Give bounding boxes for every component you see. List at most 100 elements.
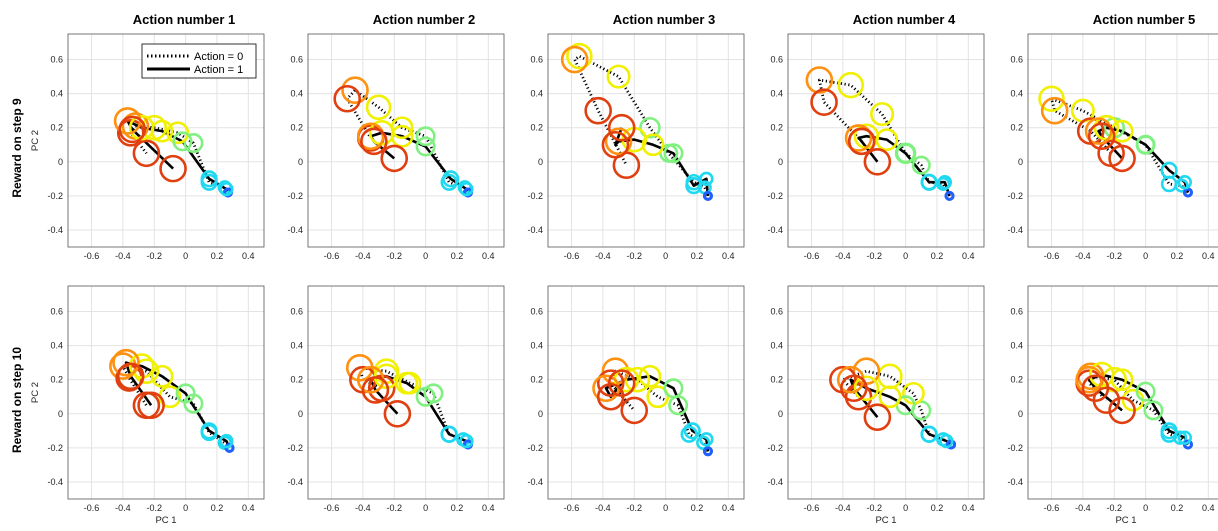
data-point-ring [150,364,174,388]
data-point-ring [183,133,204,154]
y-tick-label: -0.2 [1007,191,1023,201]
x-tick-label: 0.4 [1202,503,1215,513]
data-point-ring [1075,365,1103,394]
data-point-ring [459,181,474,197]
y-axis-label: PC 2 [30,130,41,151]
data-point-ring [878,385,902,409]
data-point-ring [383,399,412,428]
y-tick-label: 0 [778,157,783,167]
panel-9: -0.6 -0.4 -0.2 0 0.2 0.4 -0.4 -0.2 0 0.2 0.4 0.6 PC … [767,285,985,526]
x-tick-label: 0 [903,251,908,261]
column-title-4: Action number 4 [853,12,956,27]
y-tick-label: -0.2 [47,191,63,201]
data-point-ring [166,121,190,145]
data-point-ring [1038,85,1065,113]
column-title-2: Action number 2 [373,12,476,27]
x-tick-label: -0.6 [1044,251,1060,261]
y-tick-label: -0.4 [1007,477,1023,487]
x-tick-label: -0.6 [804,251,820,261]
data-point-ring [560,45,589,74]
y-tick-label: 0.6 [770,307,783,317]
data-point-ring [663,143,684,164]
data-point-ring [840,374,868,403]
y-tick-label: -0.4 [1007,225,1023,235]
data-point-ring [863,148,892,176]
x-tick-label: -0.6 [1044,503,1060,513]
data-point-ring [1088,361,1115,388]
data-point-ring [116,362,145,391]
data-point-ring [200,422,218,440]
y-tick-label: 0.4 [290,341,303,351]
x-tick-label: -0.2 [866,503,882,513]
x-tick-label: -0.4 [835,251,851,261]
data-point-ring [415,386,436,407]
y-tick-label: 0.4 [50,341,63,351]
legend-box [141,43,257,79]
y-tick-label: 0.2 [50,123,63,133]
y-tick-label: -0.4 [287,477,303,487]
x-tick-label: 0.2 [1171,251,1184,261]
data-point-ring [112,348,140,377]
x-tick-label: 0.2 [931,251,944,261]
data-point-ring [1177,430,1193,445]
data-point-ring [333,84,362,113]
data-point-ring [566,42,593,70]
panel-3: -0.6 -0.4 -0.2 0 0.2 0.4 -0.4 -0.2 0 0.2 0.4 0.6 [527,33,745,261]
y-tick-label: -0.2 [287,443,303,453]
y-tick-label: -0.2 [287,191,303,201]
y-tick-label: 0.6 [50,55,63,65]
x-tick-label: 0 [903,503,908,513]
panel-6: -0.6 -0.4 -0.2 0 0.2 0.4 -0.4 -0.2 0 0.2 0.4 0.6 PC … [30,285,265,526]
column-title-3: Action number 3 [613,12,716,27]
x-tick-label: -0.2 [1106,251,1122,261]
x-tick-label: 0.2 [451,251,464,261]
y-tick-label: -0.4 [47,225,63,235]
x-tick-label: 0 [663,503,668,513]
data-point-ring [638,364,662,388]
data-point-ring [937,175,952,190]
y-tick-label: 0.6 [50,307,63,317]
y-tick-label: 0.4 [770,341,783,351]
y-tick-label: 0.2 [1010,375,1023,385]
x-tick-label: -0.4 [115,503,131,513]
x-tick-label: 0.2 [691,503,704,513]
data-point-ring [361,376,390,404]
panel-10: -0.6 -0.4 -0.2 0 0.2 0.4 -0.4 -0.2 0 0.2 0.4 0.6 PC … [1007,285,1218,526]
panel-5: -0.6 -0.4 -0.2 0 0.2 0.4 -0.4 -0.2 0 0.2 0.4 0.6 [1007,33,1218,261]
data-point-ring [607,113,636,142]
axes-box [787,33,985,248]
axes-box [307,285,505,500]
data-point-ring [844,124,873,152]
x-tick-label: 0.2 [1171,503,1184,513]
data-point-ring [699,432,714,447]
legend: Action = 0 Action = 1 [141,43,257,79]
x-tick-label: 0.2 [211,503,224,513]
data-point-ring [601,130,630,159]
x-tick-label: -0.2 [866,251,882,261]
y-tick-label: 0.6 [290,307,303,317]
x-tick-label: -0.4 [355,503,371,513]
data-point-ring [620,396,649,425]
x-tick-label: 0.4 [722,251,735,261]
data-point-ring [680,425,698,443]
data-point-ring [685,177,703,195]
y-tick-label: 0.4 [290,89,303,99]
x-tick-label: 0 [1143,251,1148,261]
x-tick-label: -0.4 [1075,251,1091,261]
data-point-ring [1084,117,1113,145]
data-point-ring [646,385,670,409]
plot-area [548,286,744,499]
x-tick-label: 0.4 [242,503,255,513]
y-tick-label: 0.4 [1010,341,1023,351]
data-point-ring [1040,96,1069,125]
y-tick-label: 0.4 [770,89,783,99]
row-label-1: Reward on step 9 [10,98,24,198]
legend-solid-label: Action = 1 [194,64,243,76]
data-point-ring [639,116,661,139]
x-tick-label: 0 [423,503,428,513]
data-point-ring [606,64,631,89]
data-point-ring [641,133,665,157]
y-tick-label: -0.2 [527,443,543,453]
x-axis-label: PC 1 [875,515,896,526]
y-tick-label: 0.6 [530,307,543,317]
